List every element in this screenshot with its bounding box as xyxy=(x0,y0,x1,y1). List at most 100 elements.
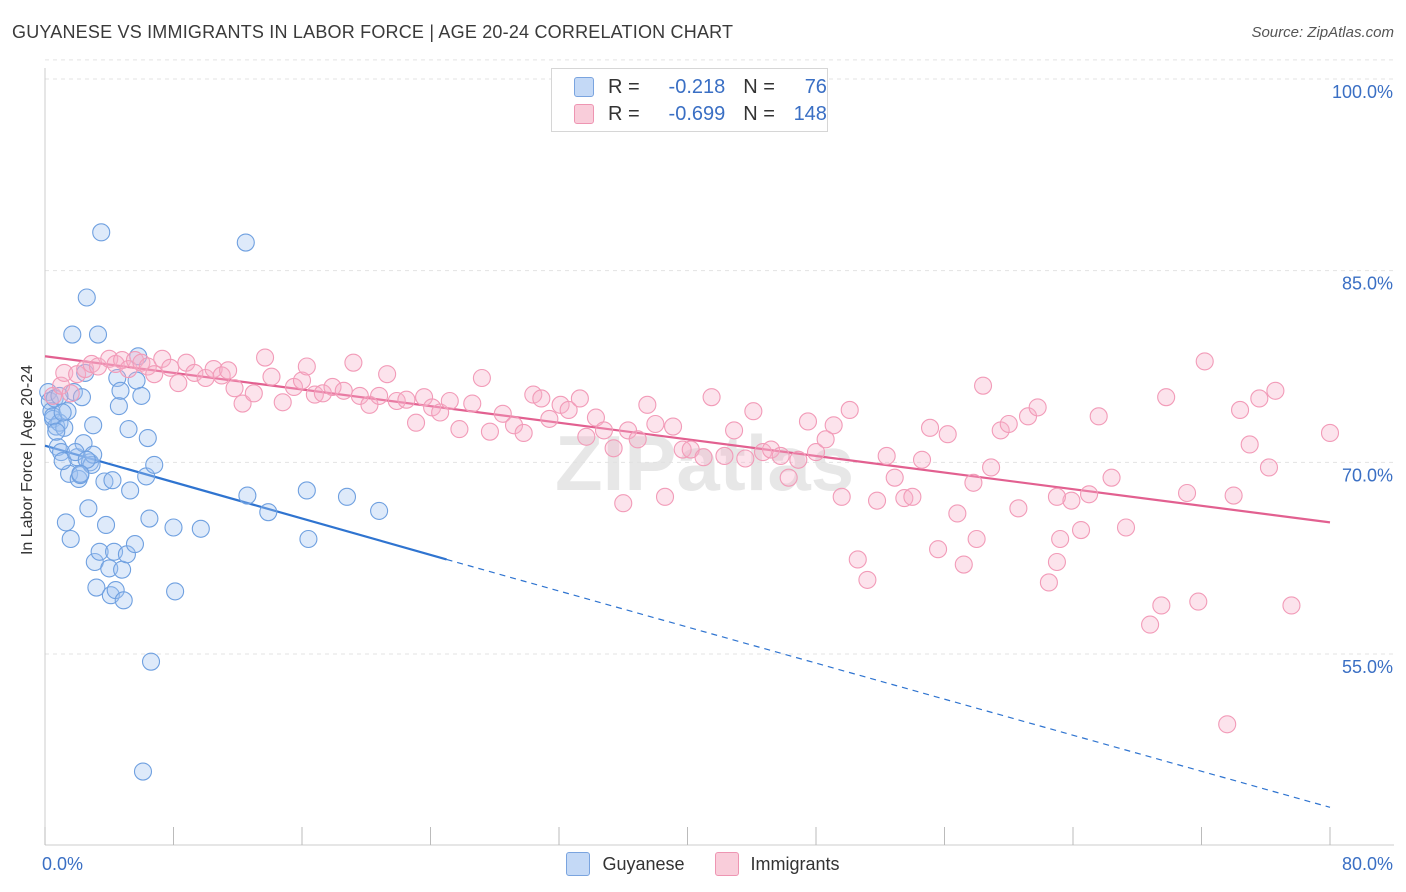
immigrants-point xyxy=(1071,521,1091,540)
legend-item-immigrants[interactable]: Immigrants xyxy=(714,852,840,876)
stats-legend: R = -0.218 N = 76 R = -0.699 N = 148 xyxy=(551,68,828,132)
immigrants-point xyxy=(504,416,524,435)
immigrants-point xyxy=(999,414,1018,434)
immigrants-point xyxy=(694,448,713,467)
guyanese-point xyxy=(53,403,72,422)
immigrants-point xyxy=(570,389,589,408)
immigrants-point xyxy=(954,555,973,574)
immigrants-point xyxy=(885,468,904,487)
immigrants-point xyxy=(798,412,818,431)
immigrants-point xyxy=(967,529,986,549)
immigrants-point xyxy=(540,409,559,428)
guyanese-point xyxy=(299,529,318,549)
immigrants-point xyxy=(789,450,808,469)
immigrants-point xyxy=(472,368,491,388)
guyanese-point xyxy=(52,443,71,462)
immigrants-point xyxy=(1102,468,1121,487)
legend-row-guyanese: R = -0.218 N = 76 xyxy=(574,75,827,99)
guyanese-point xyxy=(297,481,316,500)
guyanese-point xyxy=(96,515,116,534)
immigrants-point xyxy=(638,395,657,414)
immigrants-point xyxy=(378,365,397,384)
immigrants-point xyxy=(313,384,332,403)
y-tick-label: 100.0% xyxy=(1332,82,1393,102)
immigrants-point xyxy=(297,357,316,376)
legend-row-immigrants: R = -0.699 N = 148 xyxy=(574,102,827,126)
gridlines xyxy=(45,59,1394,655)
guyanese-point xyxy=(77,288,96,307)
immigrants-point xyxy=(1039,573,1058,592)
immigrants-point xyxy=(832,487,851,506)
immigrants-point xyxy=(948,504,967,523)
immigrants-point xyxy=(964,473,983,492)
legend-r-label: R = xyxy=(608,75,640,98)
guyanese-point xyxy=(238,486,257,505)
immigrants-point xyxy=(1157,388,1176,407)
immigrants-point xyxy=(614,494,633,513)
immigrants-point xyxy=(725,421,744,440)
immigrants-point xyxy=(61,384,80,403)
immigrants-point xyxy=(1218,715,1237,734)
immigrants-point xyxy=(514,423,533,442)
immigrants-point xyxy=(1240,435,1259,454)
x-tick-label: 0.0% xyxy=(42,854,83,874)
guyanese-point xyxy=(191,519,210,538)
guyanese-point xyxy=(337,487,357,506)
guyanese-point xyxy=(87,578,106,597)
immigrants-point xyxy=(1116,518,1136,537)
guyanese-point xyxy=(111,381,130,400)
immigrants-point xyxy=(1080,485,1099,504)
guyanese-swatch xyxy=(566,852,591,876)
guyanese-point xyxy=(103,471,122,490)
immigrants-point xyxy=(877,446,896,465)
immigrants-point xyxy=(334,381,353,400)
immigrants-point xyxy=(604,439,623,458)
immigrants-point xyxy=(646,414,665,434)
immigrants-point xyxy=(1231,400,1250,419)
guyanese-point xyxy=(132,386,151,405)
guyanese-point xyxy=(56,513,75,532)
immigrants-point xyxy=(450,420,469,439)
immigrants-point xyxy=(161,358,180,377)
trend-lines xyxy=(44,355,1331,808)
guyanese-point xyxy=(114,591,133,610)
legend-r-value: -0.218 xyxy=(668,75,726,98)
immigrants-point xyxy=(1320,423,1340,442)
immigrants-point xyxy=(480,422,499,441)
axes xyxy=(44,68,1394,846)
immigrants-point xyxy=(840,400,859,419)
chart-title: GUYANESE VS IMMIGRANTS IN LABOR FORCE | … xyxy=(12,22,734,42)
immigrants-point xyxy=(867,491,887,510)
guyanese-point xyxy=(125,535,144,554)
immigrants-point xyxy=(273,393,292,412)
legend-label-immigrants: Immigrants xyxy=(750,853,840,874)
immigrants-point xyxy=(594,421,614,440)
tick-labels: 55.0% 70.0% 85.0% 100.0% 0.0% 80.0% xyxy=(42,82,1393,874)
x-tick-label: 80.0% xyxy=(1342,854,1393,874)
immigrants-point xyxy=(824,416,843,435)
y-tick-label: 85.0% xyxy=(1342,274,1393,294)
immigrants-point xyxy=(138,357,157,376)
immigrants-point xyxy=(225,379,244,398)
immigrants-point xyxy=(715,446,734,465)
legend-item-guyanese[interactable]: Guyanese xyxy=(566,852,685,876)
immigrants-point xyxy=(1250,389,1269,408)
immigrants-point xyxy=(406,413,426,432)
immigrants-point xyxy=(1051,529,1070,549)
guyanese-point xyxy=(138,429,157,448)
legend-r-value: -0.699 xyxy=(668,102,726,125)
guyanese-point xyxy=(121,481,140,500)
immigrants-point xyxy=(559,400,578,419)
immigrants-point xyxy=(858,570,877,589)
immigrants-point xyxy=(185,363,204,382)
guyanese-point xyxy=(145,455,164,474)
guyanese-point xyxy=(113,560,132,579)
guyanese-point xyxy=(109,397,128,416)
immigrants-point xyxy=(1224,486,1243,505)
guyanese-point xyxy=(53,452,72,471)
immigrants-point xyxy=(113,351,132,370)
legend-n-value: 148 xyxy=(793,102,827,125)
immigrants-point xyxy=(532,389,551,408)
guyanese-point xyxy=(133,762,153,781)
immigrants-point xyxy=(1047,552,1066,572)
